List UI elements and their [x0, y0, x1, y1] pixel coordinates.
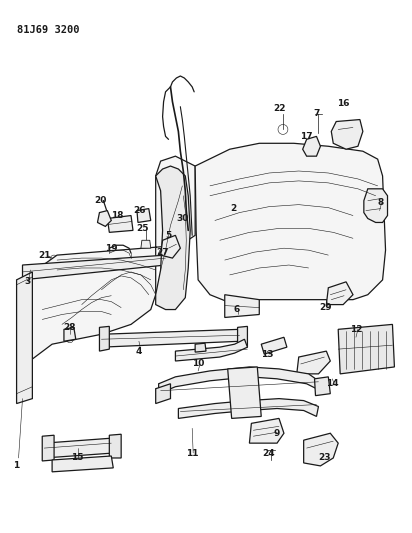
Text: 21: 21: [38, 251, 50, 260]
Polygon shape: [23, 255, 166, 280]
Text: 29: 29: [319, 303, 332, 312]
Polygon shape: [228, 367, 261, 418]
Polygon shape: [195, 143, 386, 304]
Text: 81J69 3200: 81J69 3200: [16, 25, 79, 35]
Text: 8: 8: [377, 198, 384, 207]
Polygon shape: [314, 377, 330, 395]
Text: 3: 3: [24, 277, 30, 286]
Polygon shape: [261, 337, 287, 354]
Text: 12: 12: [350, 325, 362, 334]
Polygon shape: [109, 434, 121, 458]
Text: 5: 5: [165, 231, 172, 240]
Polygon shape: [326, 282, 353, 304]
Polygon shape: [195, 343, 206, 352]
Polygon shape: [64, 327, 76, 341]
Text: 17: 17: [300, 132, 313, 141]
Polygon shape: [178, 399, 318, 418]
Polygon shape: [99, 326, 109, 351]
Text: 26: 26: [133, 206, 146, 215]
Polygon shape: [161, 236, 180, 258]
Text: 1: 1: [14, 462, 20, 471]
Text: 20: 20: [94, 196, 107, 205]
Polygon shape: [42, 435, 54, 461]
Text: 22: 22: [274, 104, 286, 113]
Polygon shape: [16, 272, 33, 403]
Polygon shape: [101, 329, 241, 347]
Text: 2: 2: [230, 204, 237, 213]
Polygon shape: [249, 418, 284, 443]
Polygon shape: [304, 433, 338, 466]
Polygon shape: [141, 240, 151, 248]
Polygon shape: [297, 351, 330, 374]
Text: 7: 7: [313, 109, 320, 118]
Polygon shape: [108, 215, 133, 232]
Text: 25: 25: [137, 224, 149, 233]
Text: 14: 14: [326, 379, 339, 388]
Text: 13: 13: [261, 350, 274, 359]
Polygon shape: [303, 136, 321, 156]
Polygon shape: [156, 166, 190, 310]
Text: 11: 11: [186, 449, 199, 457]
Polygon shape: [23, 156, 195, 389]
Text: 15: 15: [72, 454, 84, 463]
Text: 27: 27: [156, 248, 169, 257]
Polygon shape: [338, 325, 394, 374]
Text: 6: 6: [234, 305, 240, 314]
Text: 30: 30: [176, 214, 189, 223]
Text: 9: 9: [274, 429, 280, 438]
Polygon shape: [364, 189, 388, 222]
Text: 18: 18: [111, 211, 124, 220]
Text: 10: 10: [192, 359, 204, 368]
Polygon shape: [137, 208, 151, 222]
Text: 28: 28: [63, 323, 76, 332]
Polygon shape: [156, 384, 171, 403]
Text: 24: 24: [262, 449, 274, 457]
Polygon shape: [44, 438, 113, 458]
Polygon shape: [331, 119, 363, 149]
Polygon shape: [159, 367, 318, 394]
Polygon shape: [52, 456, 113, 472]
Polygon shape: [225, 295, 259, 318]
Text: 19: 19: [105, 244, 117, 253]
Polygon shape: [98, 211, 111, 227]
Polygon shape: [176, 339, 248, 361]
Text: 16: 16: [337, 99, 349, 108]
Text: 4: 4: [136, 346, 142, 356]
Polygon shape: [238, 326, 248, 347]
Circle shape: [162, 251, 168, 257]
Text: 23: 23: [318, 454, 331, 463]
